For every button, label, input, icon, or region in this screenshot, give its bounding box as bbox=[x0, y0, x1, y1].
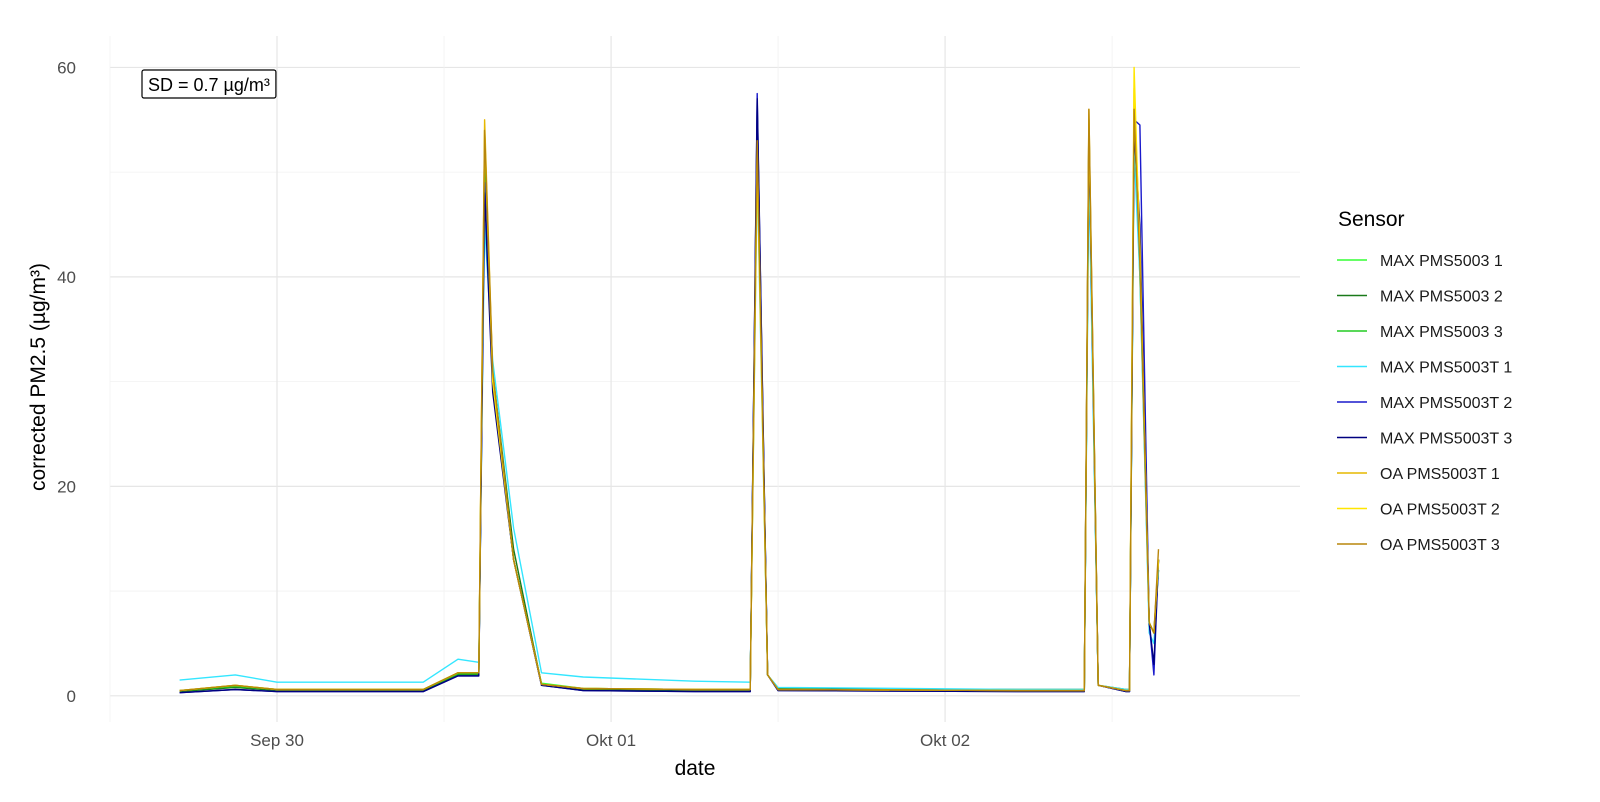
legend-label: MAX PMS5003 1 bbox=[1380, 253, 1503, 270]
legend-label: MAX PMS5003T 3 bbox=[1380, 431, 1512, 448]
legend-label: OA PMS5003T 2 bbox=[1380, 502, 1500, 519]
legend-title: Sensor bbox=[1338, 208, 1405, 231]
legend-label: MAX PMS5003T 2 bbox=[1380, 395, 1512, 412]
x-tick-label: Okt 02 bbox=[920, 731, 970, 750]
y-tick-label: 40 bbox=[57, 268, 76, 287]
series-line-9 bbox=[179, 108, 1160, 692]
legend-label: MAX PMS5003 2 bbox=[1380, 289, 1503, 306]
legend-label: OA PMS5003T 3 bbox=[1380, 537, 1500, 554]
y-tick-label: 20 bbox=[57, 477, 76, 496]
grid-lines bbox=[109, 36, 1300, 722]
series-lines bbox=[179, 66, 1160, 694]
sd-annotation-text: SD = 0.7 µg/m³ bbox=[148, 75, 270, 95]
legend-label: MAX PMS5003 3 bbox=[1380, 324, 1503, 341]
y-tick-label: 0 bbox=[67, 687, 76, 706]
x-axis-ticks: Sep 30 Okt 01 Okt 02 bbox=[250, 731, 970, 750]
x-tick-label: Sep 30 bbox=[250, 731, 304, 750]
legend-label: OA PMS5003T 1 bbox=[1380, 466, 1500, 483]
y-axis-title: corrected PM2.5 (µg/m³) bbox=[27, 263, 50, 491]
sd-annotation-box bbox=[141, 69, 277, 99]
sd-annotation: SD = 0.7 µg/m³ bbox=[141, 69, 277, 99]
legend: Sensor MAX PMS5003 1 MAX PMS5003 2 MAX PMS… bbox=[1337, 208, 1512, 554]
x-axis-title: date bbox=[675, 757, 716, 780]
legend-label: MAX PMS5003T 1 bbox=[1380, 360, 1512, 377]
x-tick-label: Okt 01 bbox=[586, 731, 636, 750]
y-axis-ticks: 0 20 40 60 bbox=[57, 58, 76, 705]
y-tick-label: 60 bbox=[57, 58, 76, 77]
